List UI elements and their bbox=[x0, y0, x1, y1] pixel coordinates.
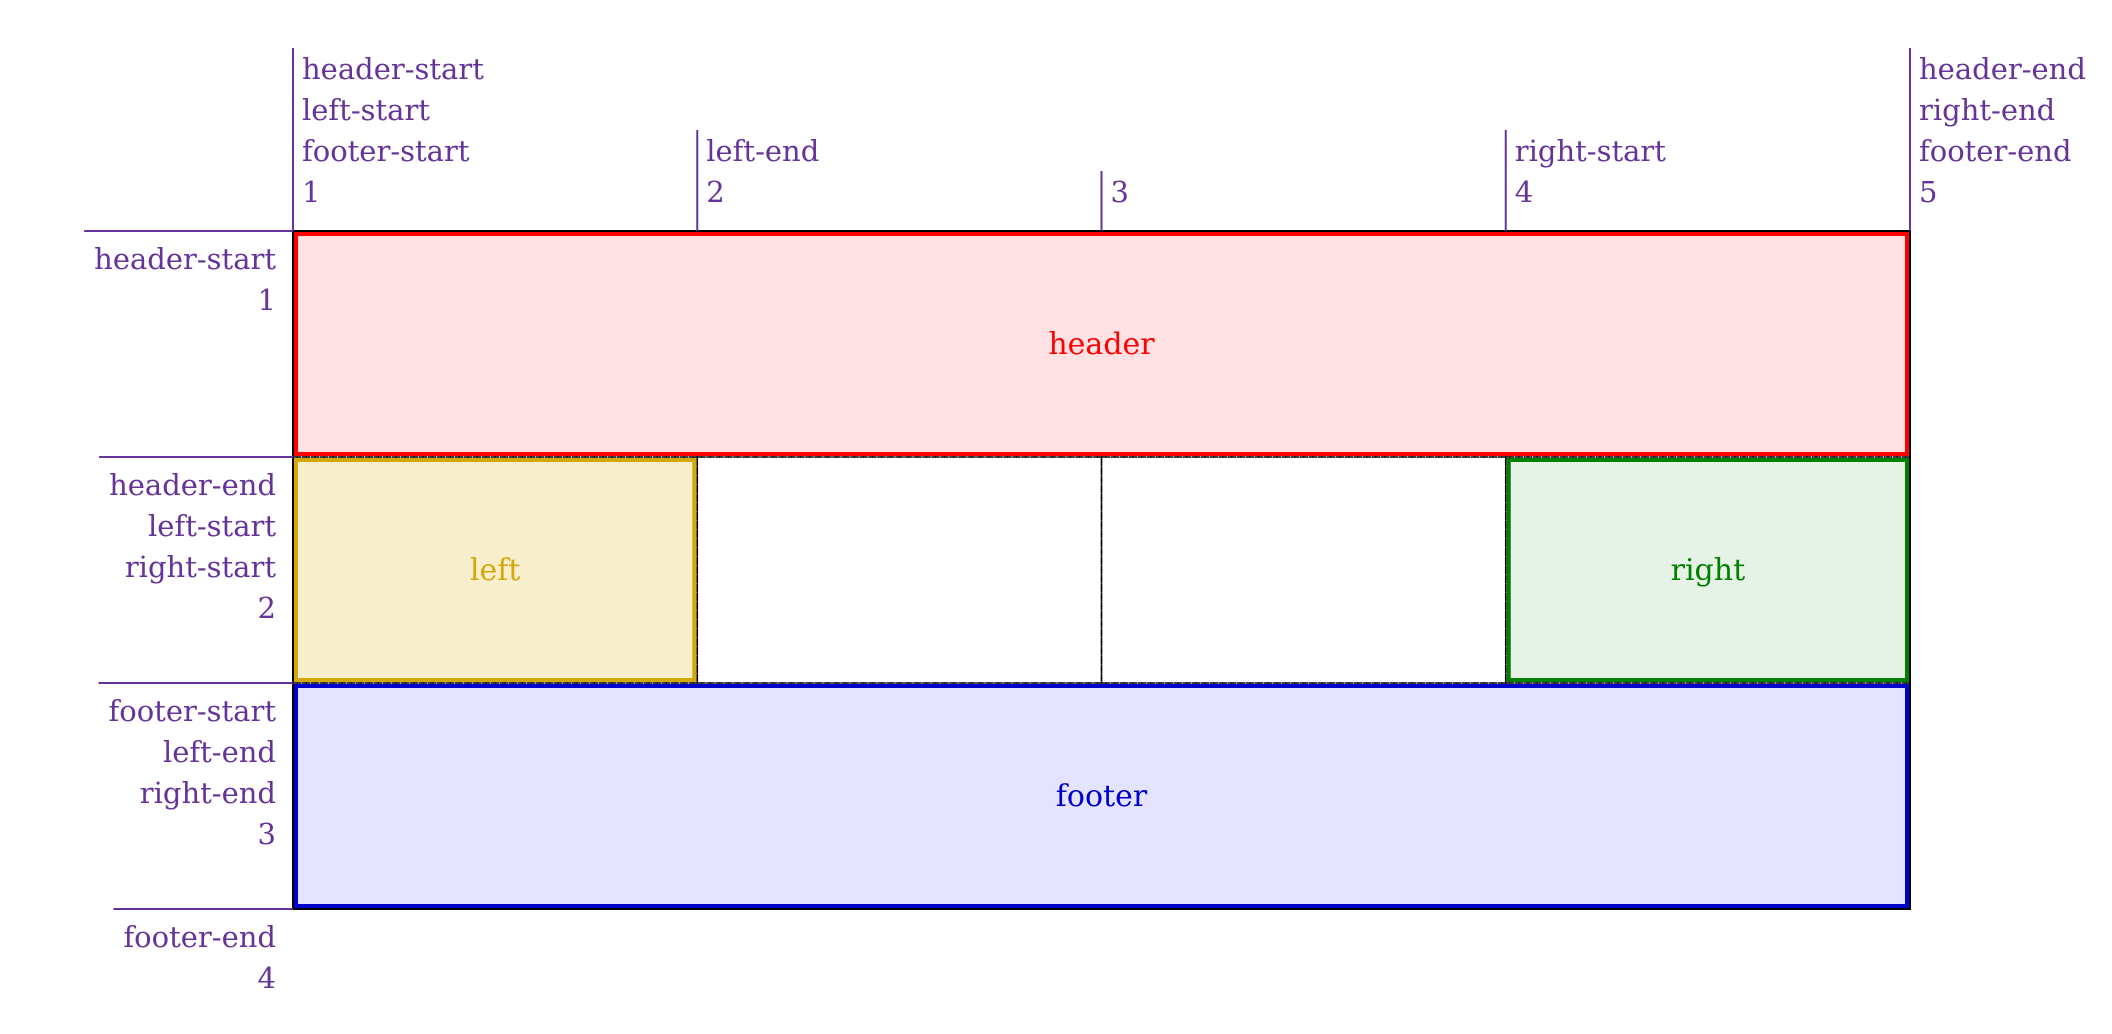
column-line-name: footer-start bbox=[302, 134, 470, 168]
row-line-name: header-start bbox=[94, 242, 276, 276]
column-line-name: header-end bbox=[1919, 52, 2086, 86]
area-footer-label: footer bbox=[1056, 779, 1148, 814]
row-line-name: right-start bbox=[125, 550, 277, 584]
row-line-name: left-end bbox=[163, 735, 276, 769]
area-header-box bbox=[294, 232, 1909, 456]
column-line-name: header-start bbox=[302, 52, 484, 86]
area-right-label: right bbox=[1671, 553, 1746, 588]
row-line-number: 4 bbox=[258, 961, 276, 995]
area-right-box bbox=[1506, 458, 1909, 682]
column-line-number: 4 bbox=[1515, 175, 1533, 209]
column-line-name: right-end bbox=[1919, 93, 2055, 127]
row-line-number: 2 bbox=[258, 591, 276, 625]
column-line-number: 2 bbox=[706, 175, 724, 209]
area-left-box bbox=[294, 458, 697, 682]
column-line-name: left-end bbox=[706, 134, 819, 168]
row-line-name: left-start bbox=[148, 509, 276, 543]
area-header-label: header bbox=[1048, 327, 1155, 362]
grid-cell bbox=[696, 456, 1103, 684]
row-line-number: 3 bbox=[258, 817, 276, 851]
area-footer-box bbox=[294, 684, 1909, 908]
column-line-number: 1 bbox=[302, 175, 320, 209]
area-left-label: left bbox=[470, 553, 521, 588]
column-line-name: left-start bbox=[302, 93, 430, 127]
column-line-name: right-start bbox=[1515, 134, 1667, 168]
column-line-number: 5 bbox=[1919, 175, 1937, 209]
row-line-number: 1 bbox=[258, 283, 276, 317]
row-line-name: right-end bbox=[140, 776, 276, 810]
grid-line-ticks bbox=[84, 48, 1911, 910]
row-line-name: footer-end bbox=[123, 920, 276, 954]
row-line-name: header-end bbox=[109, 468, 276, 502]
column-line-number: 3 bbox=[1111, 175, 1129, 209]
column-line-name: footer-end bbox=[1919, 134, 2072, 168]
grid-cell bbox=[1100, 456, 1507, 684]
grid-line-labels: header-start left-start footer-start 1 left-… bbox=[94, 52, 2086, 995]
grid-areas: header left right footer bbox=[294, 232, 1909, 908]
row-line-name: footer-start bbox=[109, 694, 277, 728]
